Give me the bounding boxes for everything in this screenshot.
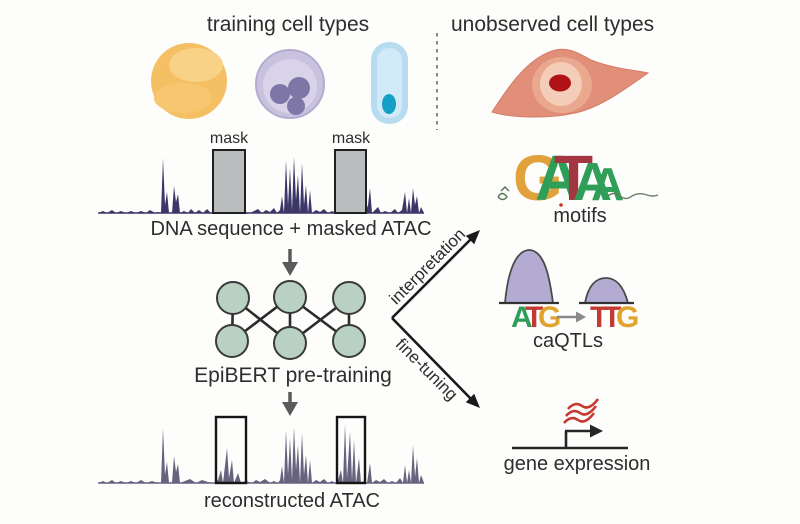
mask-box-2 [334,149,367,214]
ref-allele-letter-2: T [525,301,543,334]
down-arrow-2 [282,392,298,416]
unmasked-box-2 [335,415,367,485]
alt-allele-letter-2: T [603,301,621,334]
neural-network-icon [215,280,366,360]
gene-expression-caption: gene expression [503,453,651,475]
atac-signal-masked [98,157,424,213]
logo-letter-G: G [513,142,563,214]
logo-letter-A2: A [573,152,612,212]
immune-cell-icon [255,49,325,119]
small-accessibility-peak [583,277,630,304]
logo-letter-A1: A [535,142,581,214]
masked-atac-caption: DNA sequence + masked ATAC [150,218,432,240]
epibert-pretraining-caption: EpiBERT pre-training [194,364,392,387]
promoter-arrow-icon [512,424,628,450]
logo-letter-A3: A [591,158,624,210]
fibroblast-cell-icon [491,48,650,118]
ref-allele-letter-3: G [538,301,561,334]
caqtls-caption: caQTLs [532,330,604,352]
down-arrow-1 [282,249,298,276]
logo-letter-T: T [554,142,593,214]
unobserved-cell-types-title: unobserved cell types [451,13,655,36]
alt-allele-letter-1: T [590,301,608,334]
fine-tuning-arrow [391,317,480,408]
ref-allele-letter-1: A [511,301,533,334]
mask-box-1 [212,149,246,214]
logo-tick-mark [559,203,563,207]
logo-flanking-marks-right [607,192,659,200]
gene-expression-icon [512,398,628,450]
tall-accessibility-peak [504,249,555,304]
masked-atac-track [98,149,424,214]
columnar-cell-icon [371,42,408,124]
unmasked-box-1 [214,415,248,485]
interpretation-arrow [391,230,480,319]
motifs-caption: motifs [553,205,607,227]
mask-label-2: mask [331,130,371,147]
reconstructed-atac-caption: reconstructed ATAC [204,490,380,512]
caqtl-panel-graphics: A T G T T G [499,249,639,334]
atac-signal-reconstructed [98,424,424,483]
orange-cell-icon [151,43,227,119]
alt-allele-letter-3: G [616,301,639,334]
motif-logo: G A T A A [497,142,659,214]
logo-flanking-marks-left [497,186,510,201]
allele-change-arrow [557,311,586,323]
rna-transcripts-icon [563,398,600,424]
reconstructed-atac-track [98,415,424,485]
training-cell-types-title: training cell types [206,13,370,36]
mask-label-1: mask [209,130,249,147]
